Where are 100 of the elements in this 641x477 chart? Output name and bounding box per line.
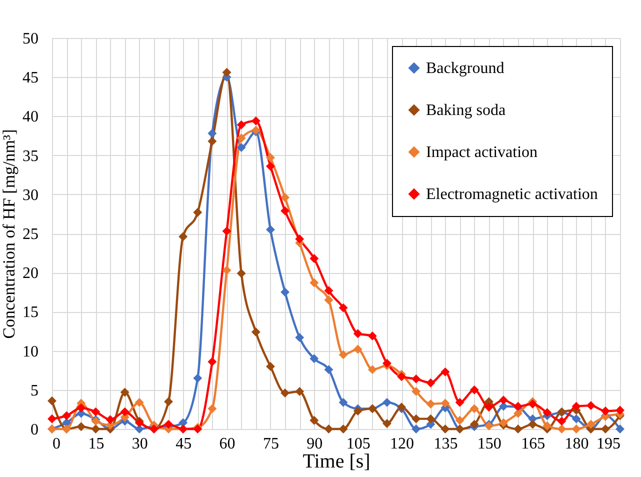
point — [62, 411, 72, 420]
y-tick-label: 40 — [22, 108, 38, 126]
point — [440, 398, 450, 408]
point — [324, 296, 334, 304]
point — [338, 398, 348, 407]
point — [310, 416, 319, 425]
point — [426, 378, 436, 388]
point — [440, 424, 450, 434]
point — [310, 354, 319, 364]
x-tick-label: 195 — [596, 436, 620, 452]
point — [208, 128, 217, 138]
point — [572, 414, 581, 424]
point — [280, 206, 290, 216]
point — [455, 398, 464, 407]
y-tick-label: 20 — [22, 265, 38, 282]
point — [470, 385, 479, 394]
point — [236, 120, 246, 130]
point — [222, 226, 232, 236]
point — [236, 268, 246, 278]
point — [120, 407, 130, 416]
y-tick-label: 35 — [22, 148, 38, 165]
y-tick-label: 0 — [30, 422, 38, 438]
point — [324, 286, 334, 296]
point — [368, 331, 377, 340]
x-tick-label: 75 — [262, 436, 279, 452]
y-tick-label: 45 — [22, 70, 38, 87]
point — [338, 350, 348, 360]
point — [266, 225, 275, 234]
point — [134, 424, 144, 434]
point — [397, 372, 406, 382]
point — [353, 406, 362, 416]
y-tick-label: 50 — [22, 30, 38, 48]
point — [542, 421, 552, 430]
point — [310, 278, 319, 288]
point — [572, 402, 581, 411]
legend-label: Baking soda — [426, 102, 506, 119]
point — [193, 208, 202, 217]
point — [120, 388, 130, 397]
x-tick-label: 45 — [176, 436, 192, 452]
point — [266, 162, 275, 171]
point — [280, 288, 290, 297]
x-tick-label: 150 — [477, 436, 502, 452]
point — [514, 408, 523, 418]
x-tick-label: 0 — [52, 436, 60, 452]
point — [76, 422, 86, 432]
point — [426, 414, 436, 424]
point — [266, 153, 275, 162]
point — [586, 420, 596, 429]
y-tick-label: 15 — [22, 304, 38, 322]
point — [484, 402, 494, 412]
point — [412, 386, 421, 396]
point — [528, 400, 538, 408]
x-tick-label: 30 — [132, 436, 148, 452]
y-tick-label: 10 — [22, 343, 38, 360]
point — [499, 396, 508, 405]
point — [542, 408, 552, 418]
point — [470, 420, 479, 429]
point — [280, 193, 290, 202]
point — [106, 415, 115, 424]
x-tick-label: 105 — [346, 436, 370, 452]
point — [76, 403, 86, 412]
legend-label: Electromagnetic activation — [426, 186, 598, 203]
x-tick-label: 165 — [521, 436, 546, 452]
point — [412, 414, 421, 424]
point — [48, 414, 56, 424]
point — [222, 68, 232, 77]
point — [616, 406, 624, 415]
point — [266, 362, 275, 371]
point — [324, 365, 334, 374]
point — [236, 134, 246, 143]
point — [426, 400, 436, 408]
legend-label: Impact activation — [426, 144, 538, 161]
point — [557, 424, 566, 434]
y-tick-label: 30 — [22, 186, 38, 204]
x-tick-label: 90 — [306, 436, 323, 452]
x-tick-label: 120 — [390, 436, 414, 452]
point — [470, 404, 479, 414]
point — [353, 344, 362, 354]
point — [600, 406, 610, 416]
point — [280, 388, 290, 398]
point — [91, 424, 100, 434]
x-tick-label: 60 — [219, 436, 236, 452]
point — [178, 232, 188, 242]
point — [310, 254, 319, 263]
point — [208, 357, 217, 366]
point — [440, 367, 450, 376]
point — [208, 136, 217, 146]
point — [338, 303, 348, 312]
point — [251, 116, 260, 126]
point — [295, 386, 304, 396]
y-tick-label: 25 — [22, 226, 38, 243]
point — [251, 328, 260, 337]
point — [236, 143, 246, 152]
point — [572, 424, 581, 434]
point — [514, 424, 523, 434]
point — [295, 333, 304, 342]
point — [338, 424, 348, 434]
point — [48, 396, 56, 406]
point — [382, 358, 392, 368]
y-axis-title: Concentration of HF [mg/nm³] — [0, 129, 18, 339]
